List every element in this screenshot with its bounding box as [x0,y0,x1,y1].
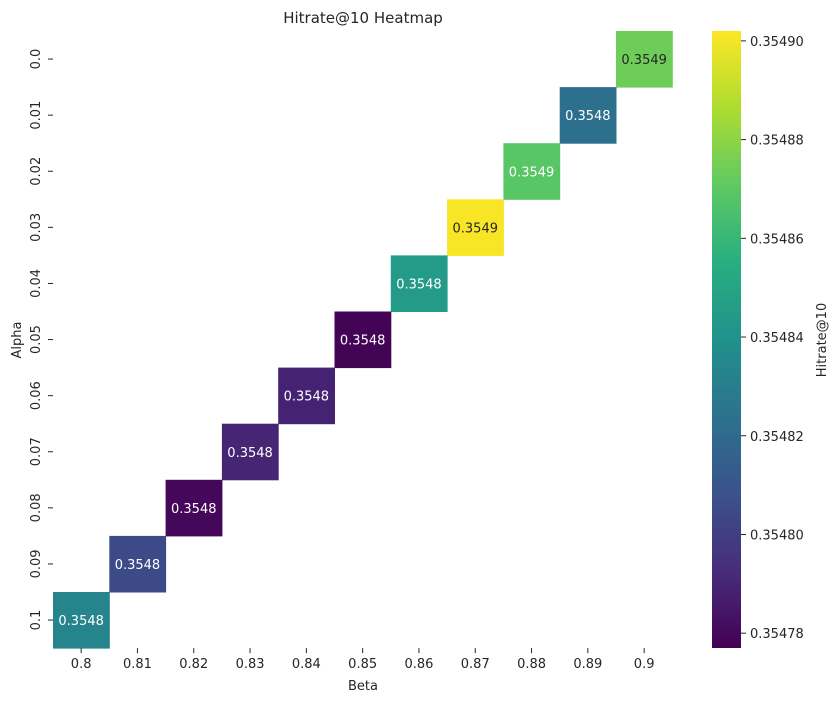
heatmap-cell [221,423,279,481]
x-tick-label: 0.83 [236,657,265,672]
y-tick-label: 0.05 [29,325,44,354]
y-tick-label: 0.09 [29,549,44,578]
colorbar-label: Hitrate@10 [815,303,830,377]
x-tick-label: 0.88 [517,657,546,672]
x-axis-label: Beta [348,679,378,694]
x-tick-label: 0.84 [292,657,321,672]
x-tick-label: 0.8 [71,657,92,672]
cell-value-label: 0.3548 [58,614,104,629]
y-tick-label: 0.01 [29,101,44,130]
heatmap-cell [503,143,561,200]
y-tick-label: 0.02 [29,157,44,186]
cell-value-label: 0.3548 [396,277,442,292]
cell-value-label: 0.3548 [340,334,386,349]
chart-title: Hitrate@10 Heatmap [283,9,443,27]
heatmap-cell [559,87,617,144]
colorbar-tick-label: 0.35486 [750,232,804,247]
y-tick-label: 0.08 [29,493,44,522]
heatmap-cells: 0.3549 0.3548 0.3549 0.3549 0.3548 0.3548 0.35… [53,31,673,649]
x-tick-label: 0.87 [461,657,490,672]
y-tick-label: 0.1 [29,610,44,631]
colorbar-tick-label: 0.35478 [750,627,804,642]
y-tick-label: 0.04 [29,269,44,298]
x-tick-label: 0.81 [123,657,152,672]
colorbar-tick-label: 0.35484 [750,331,804,346]
cell-value-label: 0.3549 [453,221,499,236]
heatmap-cell [334,311,392,369]
x-tick-label: 0.9 [634,657,655,672]
y-tick-label: 0.06 [29,381,44,410]
heatmap-cell [109,535,167,593]
y-axis-label: Alpha [10,322,25,359]
x-tick-label: 0.82 [179,657,208,672]
cell-value-label: 0.3549 [509,165,555,180]
colorbar [712,31,741,648]
colorbar-tick-label: 0.35482 [750,430,804,445]
cell-value-label: 0.3548 [284,390,330,405]
heatmap-cell [447,199,504,256]
cell-value-label: 0.3548 [565,109,611,124]
colorbar-tick-label: 0.35488 [750,134,804,149]
y-tick-label: 0.0 [29,49,44,70]
heatmap-cell [390,255,448,312]
heatmap-cell [278,367,335,425]
heatmap-cell [616,31,673,88]
x-tick-label: 0.86 [404,657,433,672]
cell-value-label: 0.3548 [171,502,217,517]
y-tick-label: 0.03 [29,213,44,242]
cell-value-label: 0.3548 [227,446,273,461]
x-axis-ticks: 0.8 0.81 0.82 0.83 0.84 0.85 0.86 0.87 0.88 0.89 0… [71,648,655,672]
colorbar-ticks: 0.35478 0.35480 0.35482 0.35484 0.35486 0.354… [741,35,804,642]
cell-value-label: 0.3549 [621,53,667,68]
y-axis-ticks: 0.0 0.01 0.02 0.03 0.04 0.05 0.06 0.07 0.08 0.09 0… [29,49,53,631]
heatmap-cell [53,592,110,649]
cell-value-label: 0.3548 [115,558,161,573]
colorbar-tick-label: 0.35490 [750,35,804,50]
heatmap-cell [165,479,223,537]
x-tick-label: 0.89 [573,657,602,672]
colorbar-tick-label: 0.35480 [750,528,804,543]
y-tick-label: 0.07 [29,437,44,466]
x-tick-label: 0.85 [348,657,377,672]
